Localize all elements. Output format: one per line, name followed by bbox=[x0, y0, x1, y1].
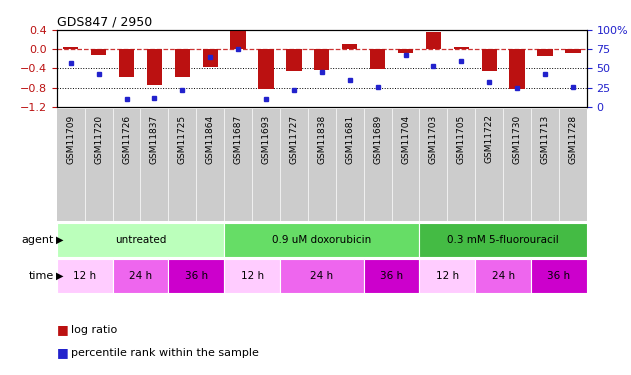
Text: ■: ■ bbox=[57, 324, 69, 336]
Text: untreated: untreated bbox=[115, 235, 166, 245]
Text: 12 h: 12 h bbox=[73, 271, 97, 280]
Bar bbox=[426, 32, 441, 49]
Text: 36 h: 36 h bbox=[547, 271, 570, 280]
Bar bbox=[91, 49, 106, 55]
Text: GSM11689: GSM11689 bbox=[373, 114, 382, 164]
Text: percentile rank within the sample: percentile rank within the sample bbox=[71, 348, 259, 357]
Bar bbox=[63, 47, 78, 49]
Bar bbox=[565, 49, 581, 53]
Text: 12 h: 12 h bbox=[240, 271, 264, 280]
Text: 0.9 uM doxorubicin: 0.9 uM doxorubicin bbox=[272, 235, 372, 245]
Text: GSM11705: GSM11705 bbox=[457, 114, 466, 164]
Bar bbox=[398, 49, 413, 52]
Text: GSM11722: GSM11722 bbox=[485, 114, 493, 164]
Text: GSM11713: GSM11713 bbox=[541, 114, 550, 164]
Bar bbox=[175, 49, 190, 77]
Text: GSM11864: GSM11864 bbox=[206, 114, 215, 164]
Text: GSM11720: GSM11720 bbox=[94, 114, 103, 164]
Text: agent: agent bbox=[21, 235, 54, 245]
Text: GSM11728: GSM11728 bbox=[569, 114, 577, 164]
Text: GDS847 / 2950: GDS847 / 2950 bbox=[57, 16, 152, 29]
Bar bbox=[314, 49, 329, 70]
Bar bbox=[119, 49, 134, 77]
Text: ▶: ▶ bbox=[56, 271, 64, 280]
Text: GSM11726: GSM11726 bbox=[122, 114, 131, 164]
Bar bbox=[224, 223, 420, 257]
Bar bbox=[342, 44, 357, 49]
Text: GSM11730: GSM11730 bbox=[512, 114, 522, 164]
Bar bbox=[420, 223, 587, 257]
Text: GSM11837: GSM11837 bbox=[150, 114, 159, 164]
Bar bbox=[509, 49, 525, 89]
Bar bbox=[203, 49, 218, 67]
Text: log ratio: log ratio bbox=[71, 325, 117, 335]
Bar bbox=[538, 49, 553, 56]
Text: 36 h: 36 h bbox=[380, 271, 403, 280]
Bar bbox=[168, 259, 224, 292]
Bar bbox=[286, 49, 302, 71]
Bar bbox=[57, 259, 112, 292]
Bar bbox=[230, 32, 246, 49]
Text: 24 h: 24 h bbox=[492, 271, 515, 280]
Text: ▶: ▶ bbox=[56, 235, 64, 245]
Text: GSM11709: GSM11709 bbox=[66, 114, 75, 164]
Text: GSM11703: GSM11703 bbox=[429, 114, 438, 164]
Bar bbox=[370, 49, 386, 69]
Text: GSM11725: GSM11725 bbox=[178, 114, 187, 164]
Bar bbox=[112, 259, 168, 292]
Text: GSM11727: GSM11727 bbox=[290, 114, 298, 164]
Text: 12 h: 12 h bbox=[436, 271, 459, 280]
Text: GSM11838: GSM11838 bbox=[317, 114, 326, 164]
Bar bbox=[224, 259, 280, 292]
Bar bbox=[420, 259, 475, 292]
Text: GSM11704: GSM11704 bbox=[401, 114, 410, 164]
Text: 24 h: 24 h bbox=[129, 271, 152, 280]
Text: time: time bbox=[28, 271, 54, 280]
Bar bbox=[531, 259, 587, 292]
Bar bbox=[363, 259, 420, 292]
Text: GSM11681: GSM11681 bbox=[345, 114, 354, 164]
Text: ■: ■ bbox=[57, 346, 69, 359]
Bar bbox=[147, 49, 162, 85]
Text: 0.3 mM 5-fluorouracil: 0.3 mM 5-fluorouracil bbox=[447, 235, 559, 245]
Bar bbox=[280, 259, 363, 292]
Bar bbox=[454, 47, 469, 49]
Bar bbox=[475, 259, 531, 292]
Text: 36 h: 36 h bbox=[185, 271, 208, 280]
Bar bbox=[57, 223, 224, 257]
Text: GSM11687: GSM11687 bbox=[233, 114, 242, 164]
Bar bbox=[258, 49, 274, 89]
Bar bbox=[481, 49, 497, 71]
Text: 24 h: 24 h bbox=[310, 271, 333, 280]
Text: GSM11693: GSM11693 bbox=[261, 114, 271, 164]
